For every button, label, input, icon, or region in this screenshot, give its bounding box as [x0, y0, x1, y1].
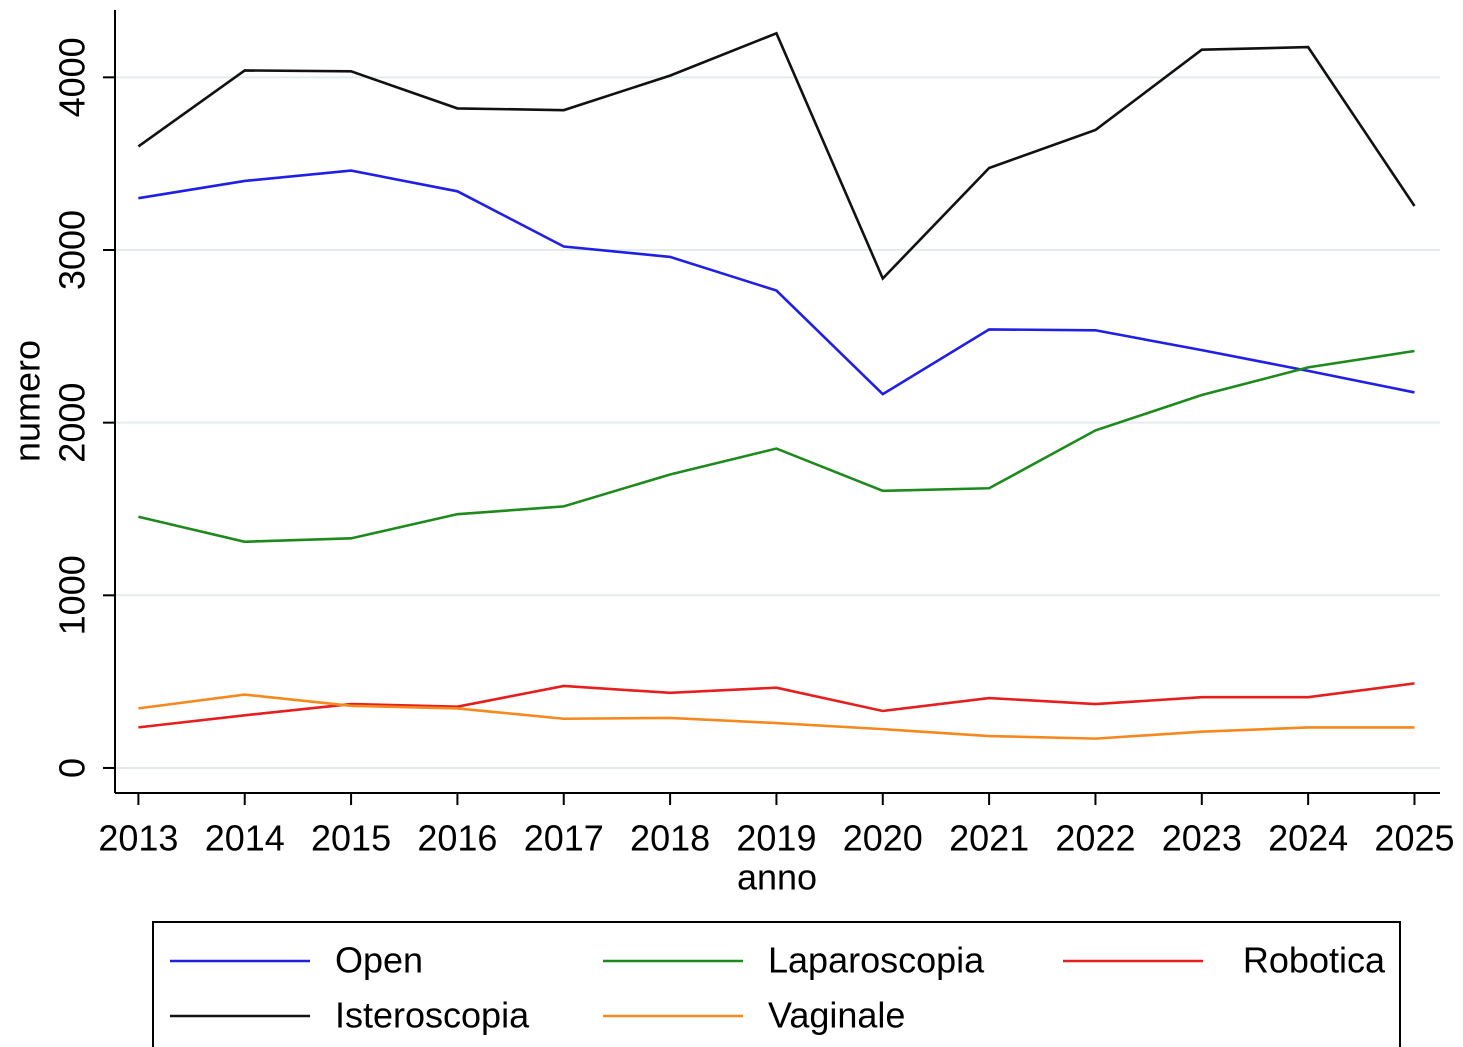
legend-label: Vaginale	[768, 995, 905, 1036]
legend-label: Isteroscopia	[335, 995, 530, 1036]
line	[138, 682, 1415, 729]
x-tick-label: 2020	[843, 818, 923, 859]
y-axis-label: numero	[7, 340, 48, 462]
line	[138, 693, 1415, 740]
x-tick-label: 2025	[1374, 818, 1454, 859]
x-tick-label: 2014	[205, 818, 285, 859]
y-tick-label: 0	[52, 758, 93, 778]
x-tick-label: 2013	[98, 818, 178, 859]
x-tick-label: 2023	[1162, 818, 1242, 859]
line	[138, 349, 1415, 544]
x-tick-label: 2016	[417, 818, 497, 859]
x-tick-label: 2024	[1268, 818, 1348, 859]
y-tick-label: 4000	[52, 37, 93, 117]
x-axis-label: anno	[737, 857, 817, 898]
x-tick-label: 2021	[949, 818, 1029, 859]
line	[137, 31, 1416, 281]
y-tick-label: 1000	[52, 555, 93, 635]
y-tick-label: 3000	[52, 210, 93, 290]
x-tick-label: 2017	[524, 818, 604, 859]
line	[138, 169, 1415, 396]
x-tick-label: 2018	[630, 818, 710, 859]
legend-label: Laparoscopia	[768, 940, 985, 981]
x-tick-label: 2015	[311, 818, 391, 859]
legend: Open Laparoscopia Robotica Isteroscopia Vagi…	[152, 921, 1401, 1047]
x-tick-label: 2019	[736, 818, 816, 859]
legend-label: Robotica	[1243, 940, 1386, 981]
legend-label: Open	[335, 940, 423, 981]
y-tick-label: 2000	[52, 383, 93, 463]
x-tick-label: 2022	[1055, 818, 1135, 859]
legend-box	[152, 921, 1401, 1047]
